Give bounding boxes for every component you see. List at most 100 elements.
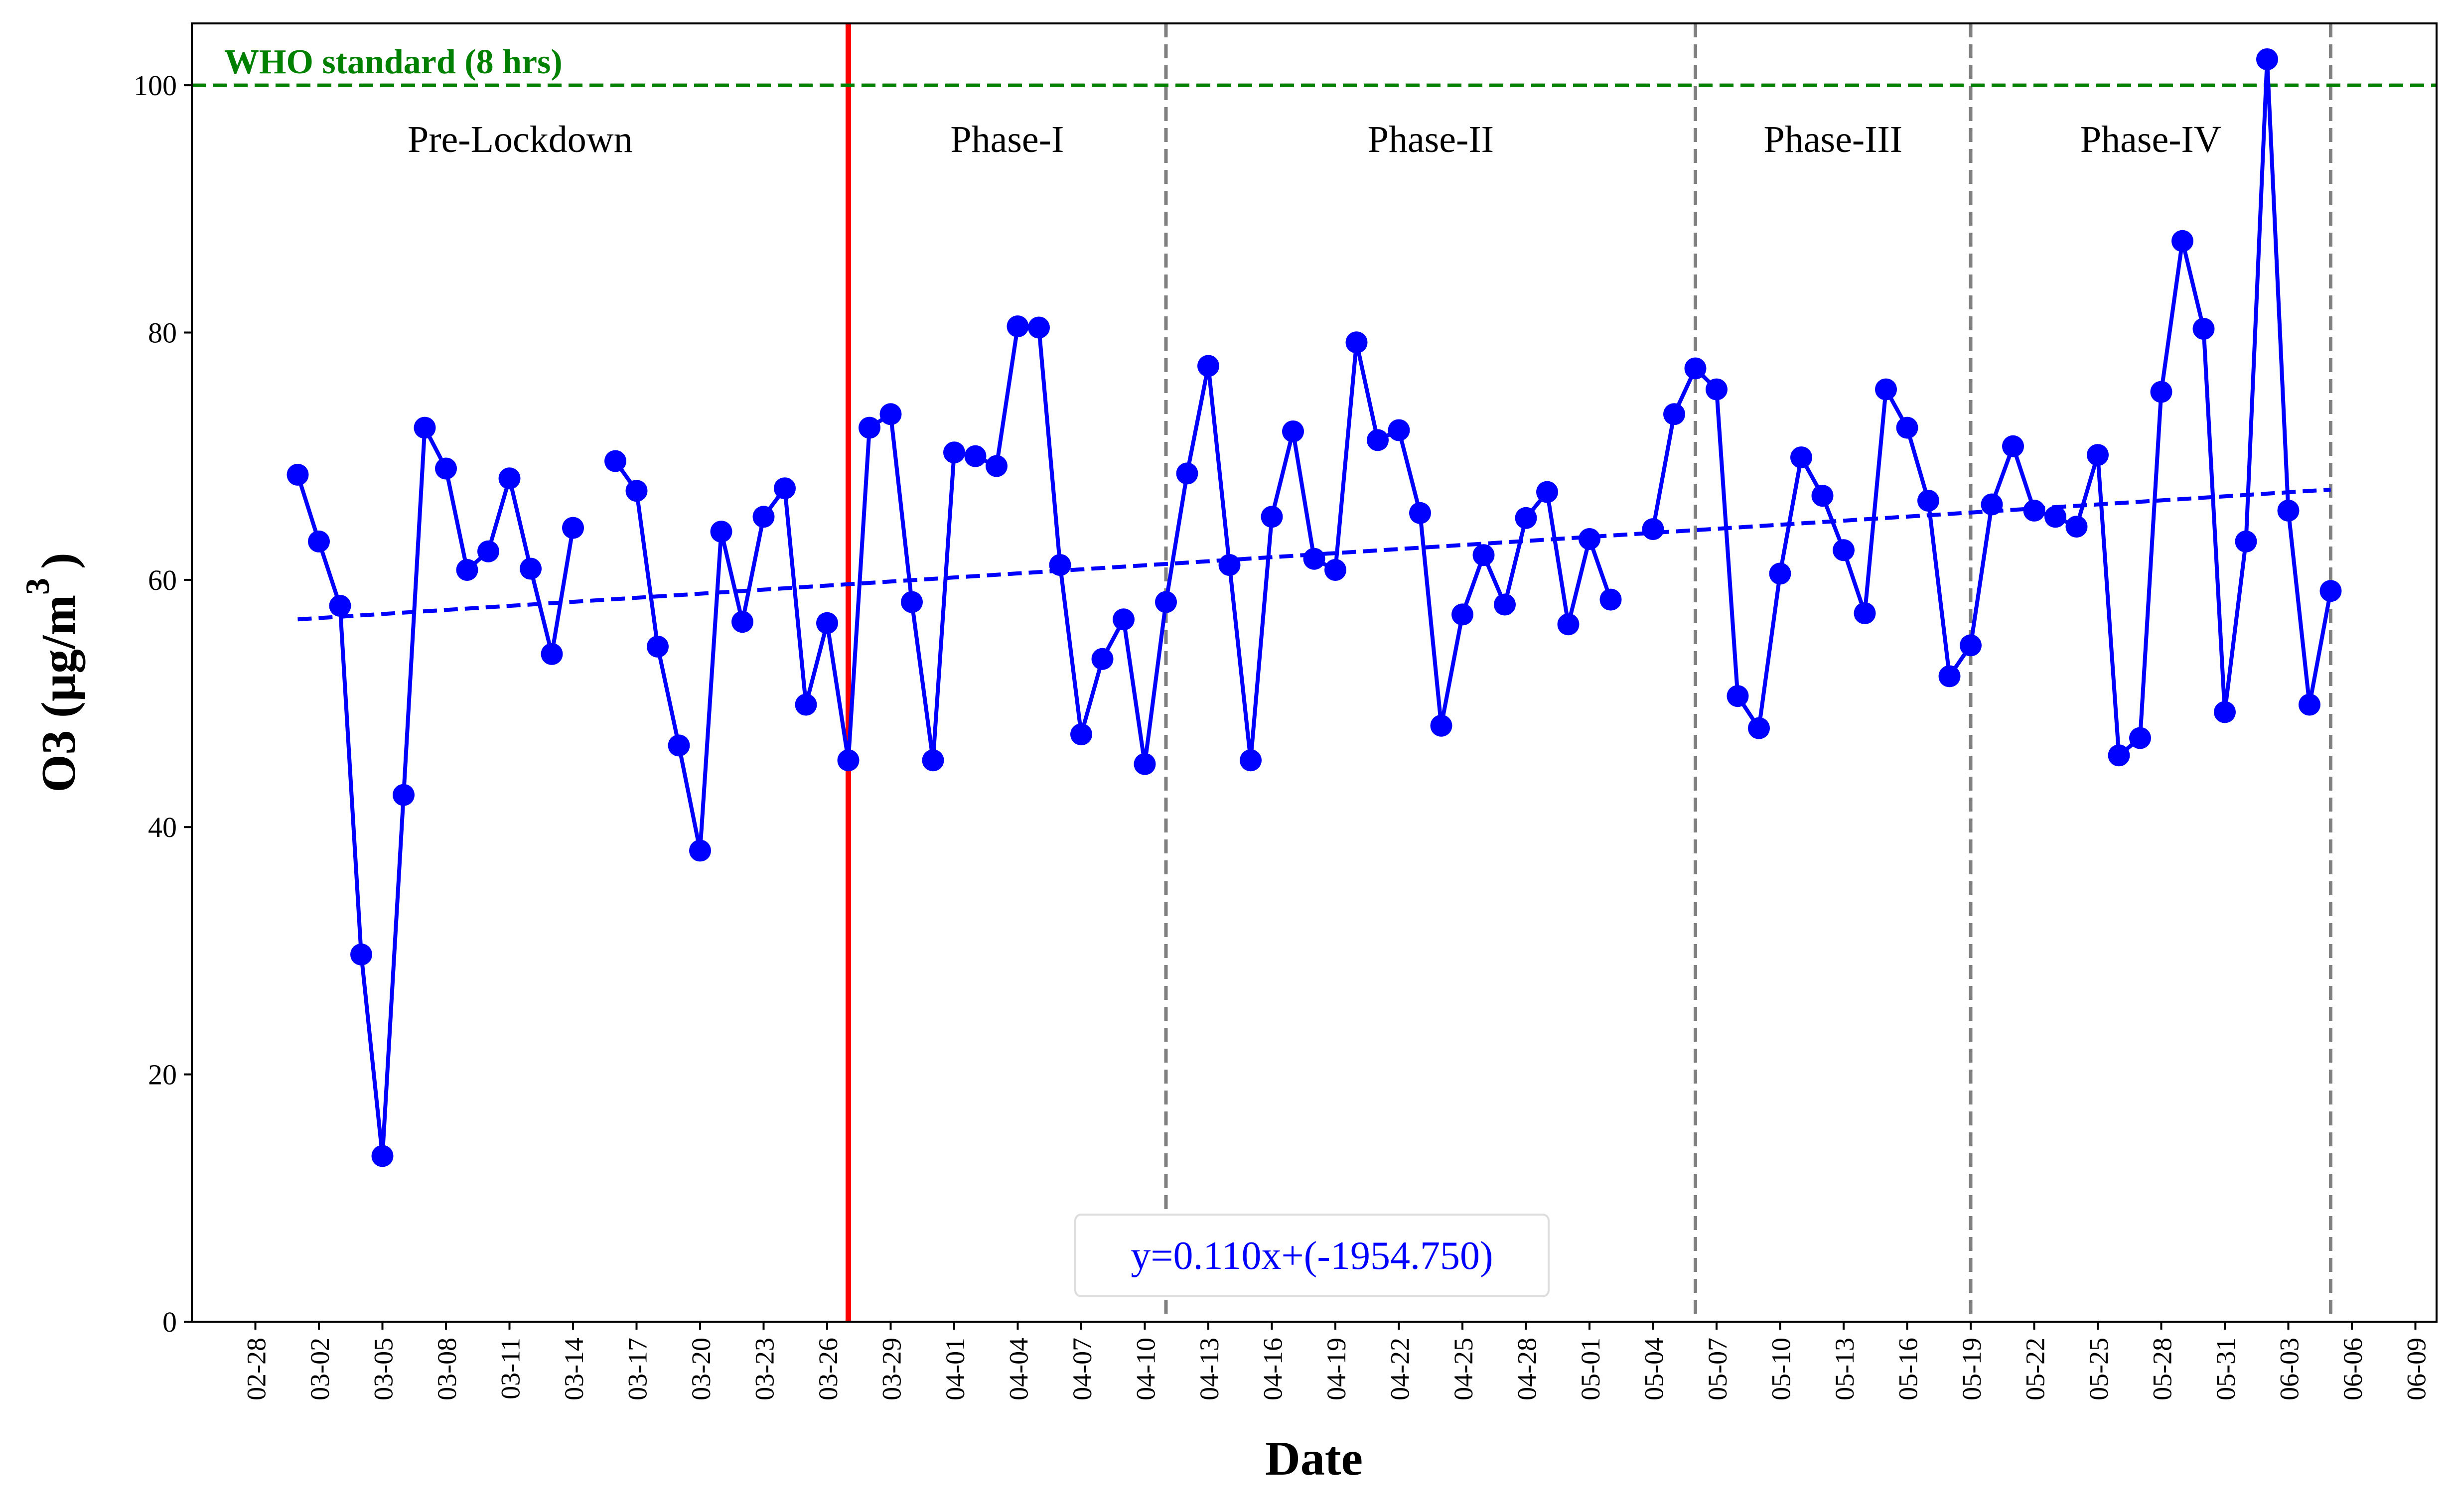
x-tick-label: 05-16	[1893, 1338, 1923, 1400]
data-point	[1176, 462, 1198, 485]
data-point	[1430, 714, 1452, 737]
data-point	[562, 517, 584, 539]
data-point	[2171, 230, 2193, 252]
data-point	[2277, 499, 2300, 522]
data-point	[1536, 481, 1558, 503]
data-point	[668, 734, 690, 757]
x-tick-label: 05-04	[1639, 1338, 1669, 1400]
data-point	[2214, 701, 2236, 723]
x-tick-label: 03-02	[305, 1338, 335, 1400]
plot-background	[192, 23, 2437, 1322]
data-point	[287, 463, 309, 486]
data-point	[1663, 403, 1685, 425]
data-point	[625, 480, 648, 502]
y-axis-title-superscript: 3	[18, 578, 56, 595]
data-point	[1960, 634, 1982, 657]
data-point	[2002, 435, 2024, 457]
data-point	[1155, 591, 1177, 613]
data-point	[859, 416, 880, 439]
y-axis-title-close: )	[32, 552, 86, 569]
x-tick-label: 05-28	[2148, 1338, 2177, 1400]
data-point	[901, 591, 923, 613]
x-tick-label: 05-31	[2211, 1338, 2241, 1400]
x-tick-label: 06-03	[2275, 1338, 2305, 1400]
x-tick-label: 04-10	[1131, 1338, 1161, 1400]
data-point	[456, 559, 478, 581]
data-point	[414, 416, 436, 439]
data-point	[541, 643, 563, 665]
y-axis-title: O3 (µg/m3)	[18, 552, 86, 792]
data-point	[1451, 603, 1473, 626]
data-point	[1769, 562, 1791, 585]
data-point	[964, 445, 987, 467]
trendline-equation-box: y=0.110x+(-1954.750)	[1074, 1214, 1550, 1297]
x-tick-label: 04-07	[1067, 1338, 1097, 1400]
data-point	[795, 693, 817, 716]
x-tick-label: 03-29	[877, 1338, 907, 1400]
data-point	[1367, 429, 1389, 451]
data-point	[774, 477, 796, 500]
data-point	[604, 450, 626, 472]
phase-label-2: Phase-II	[1368, 119, 1494, 160]
data-point	[689, 839, 711, 862]
data-point	[2319, 580, 2342, 602]
data-point	[2044, 506, 2066, 528]
y-axis-title-group: O3 (µg/m3)	[18, 552, 86, 792]
data-point	[2150, 381, 2172, 403]
x-tick-label: 04-16	[1258, 1338, 1288, 1400]
data-point	[1388, 419, 1410, 441]
y-tick-label: 0	[162, 1306, 177, 1338]
x-tick-label: 03-26	[813, 1338, 843, 1400]
data-point	[2235, 530, 2257, 552]
data-point	[1727, 685, 1749, 707]
data-point	[1981, 493, 2003, 516]
x-axis-title: Date	[1265, 1432, 1363, 1486]
x-tick-label: 03-23	[750, 1338, 780, 1400]
y-tick-label: 40	[148, 811, 177, 843]
who-standard-label: WHO standard (8 hrs)	[224, 43, 563, 81]
data-point	[922, 749, 944, 772]
phase-label-3: Phase-III	[1764, 119, 1903, 160]
annotation-layer	[192, 23, 2437, 1322]
data-point	[1113, 608, 1135, 631]
trendline-equation: y=0.110x+(-1954.750)	[1131, 1234, 1493, 1278]
x-tick-label: 05-25	[2084, 1338, 2114, 1400]
phase-label-0: Pre-Lockdown	[408, 119, 633, 160]
x-tick-label: 03-11	[496, 1338, 526, 1399]
x-tick-label: 04-13	[1194, 1338, 1224, 1400]
data-point	[731, 611, 753, 633]
x-tick-label: 05-19	[1957, 1338, 1987, 1400]
data-point	[308, 530, 330, 552]
x-tick-label: 02-28	[242, 1338, 272, 1400]
x-tick-label: 03-20	[686, 1338, 716, 1400]
data-point	[2299, 693, 2320, 716]
data-point	[1938, 665, 1961, 687]
phase-label-1: Phase-I	[950, 119, 1064, 160]
data-point	[2108, 744, 2130, 767]
data-point	[2129, 727, 2151, 749]
data-point	[1790, 446, 1812, 469]
data-point	[1599, 588, 1622, 611]
x-tick-label: 05-22	[2020, 1338, 2050, 1400]
data-point	[477, 540, 499, 562]
data-layer	[287, 48, 2342, 1167]
data-point	[986, 455, 1008, 477]
series-line-segment-0	[295, 425, 575, 1158]
x-tick-label: 04-25	[1448, 1338, 1478, 1400]
x-tick-label: 04-28	[1512, 1338, 1542, 1400]
data-point	[1494, 593, 1516, 616]
label-layer: WHO standard (8 hrs) Pre-Lockdown Phase-I P…	[224, 43, 2221, 160]
data-point	[1218, 554, 1241, 576]
plot-frame	[191, 22, 2438, 1323]
data-point	[1684, 357, 1707, 380]
y-tick-label: 20	[148, 1059, 177, 1091]
data-point	[498, 467, 521, 490]
data-point	[2023, 499, 2045, 522]
x-tick-label: 05-01	[1576, 1338, 1605, 1400]
data-point	[1197, 355, 1219, 377]
x-tick-label: 03-08	[432, 1338, 462, 1400]
data-point	[393, 784, 415, 806]
data-point	[1261, 506, 1283, 528]
data-point	[1324, 559, 1346, 581]
